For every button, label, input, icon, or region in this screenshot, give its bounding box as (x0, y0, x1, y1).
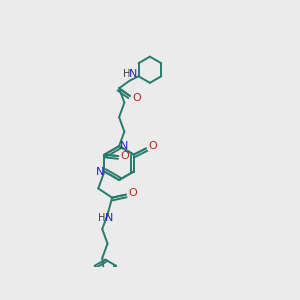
Text: O: O (121, 151, 130, 161)
Text: N: N (119, 141, 128, 151)
Text: N: N (105, 213, 113, 223)
Text: O: O (148, 141, 158, 151)
Text: N: N (96, 167, 104, 176)
Text: H: H (98, 213, 105, 223)
Text: O: O (128, 188, 137, 198)
Text: H: H (123, 69, 130, 80)
Text: O: O (132, 93, 141, 103)
Text: N: N (129, 69, 137, 80)
